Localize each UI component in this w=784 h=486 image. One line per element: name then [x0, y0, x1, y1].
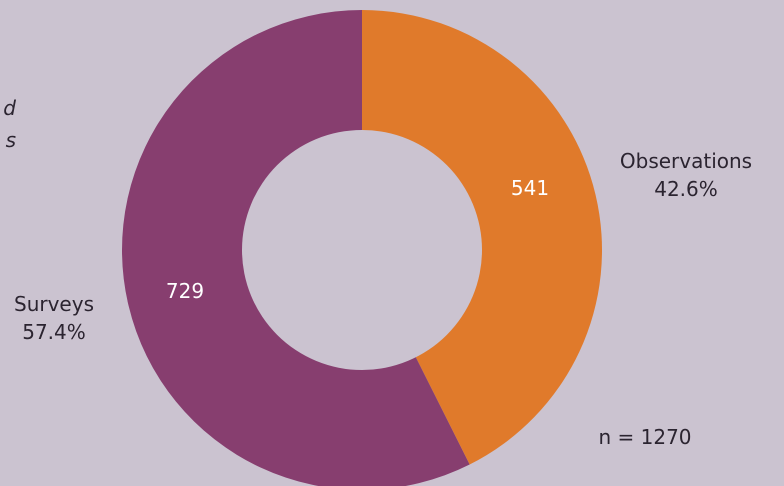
category-percent-observations: 42.6%: [654, 177, 718, 201]
total-label: n = 1270: [598, 425, 691, 449]
label-group: 541 Observations 42.6% 729 Surveys 57.4%: [14, 149, 752, 344]
category-percent-surveys: 57.4%: [22, 320, 86, 344]
donut-hole: [242, 130, 482, 370]
category-label-surveys: Surveys 57.4%: [14, 292, 94, 344]
value-label-observations: 541: [511, 176, 549, 200]
value-label-surveys: 729: [166, 279, 204, 303]
category-name-surveys: Surveys: [14, 292, 94, 316]
chart-subtitle-fragment: d s: [3, 96, 16, 152]
category-label-observations: Observations 42.6%: [620, 149, 752, 201]
category-name-observations: Observations: [620, 149, 752, 173]
